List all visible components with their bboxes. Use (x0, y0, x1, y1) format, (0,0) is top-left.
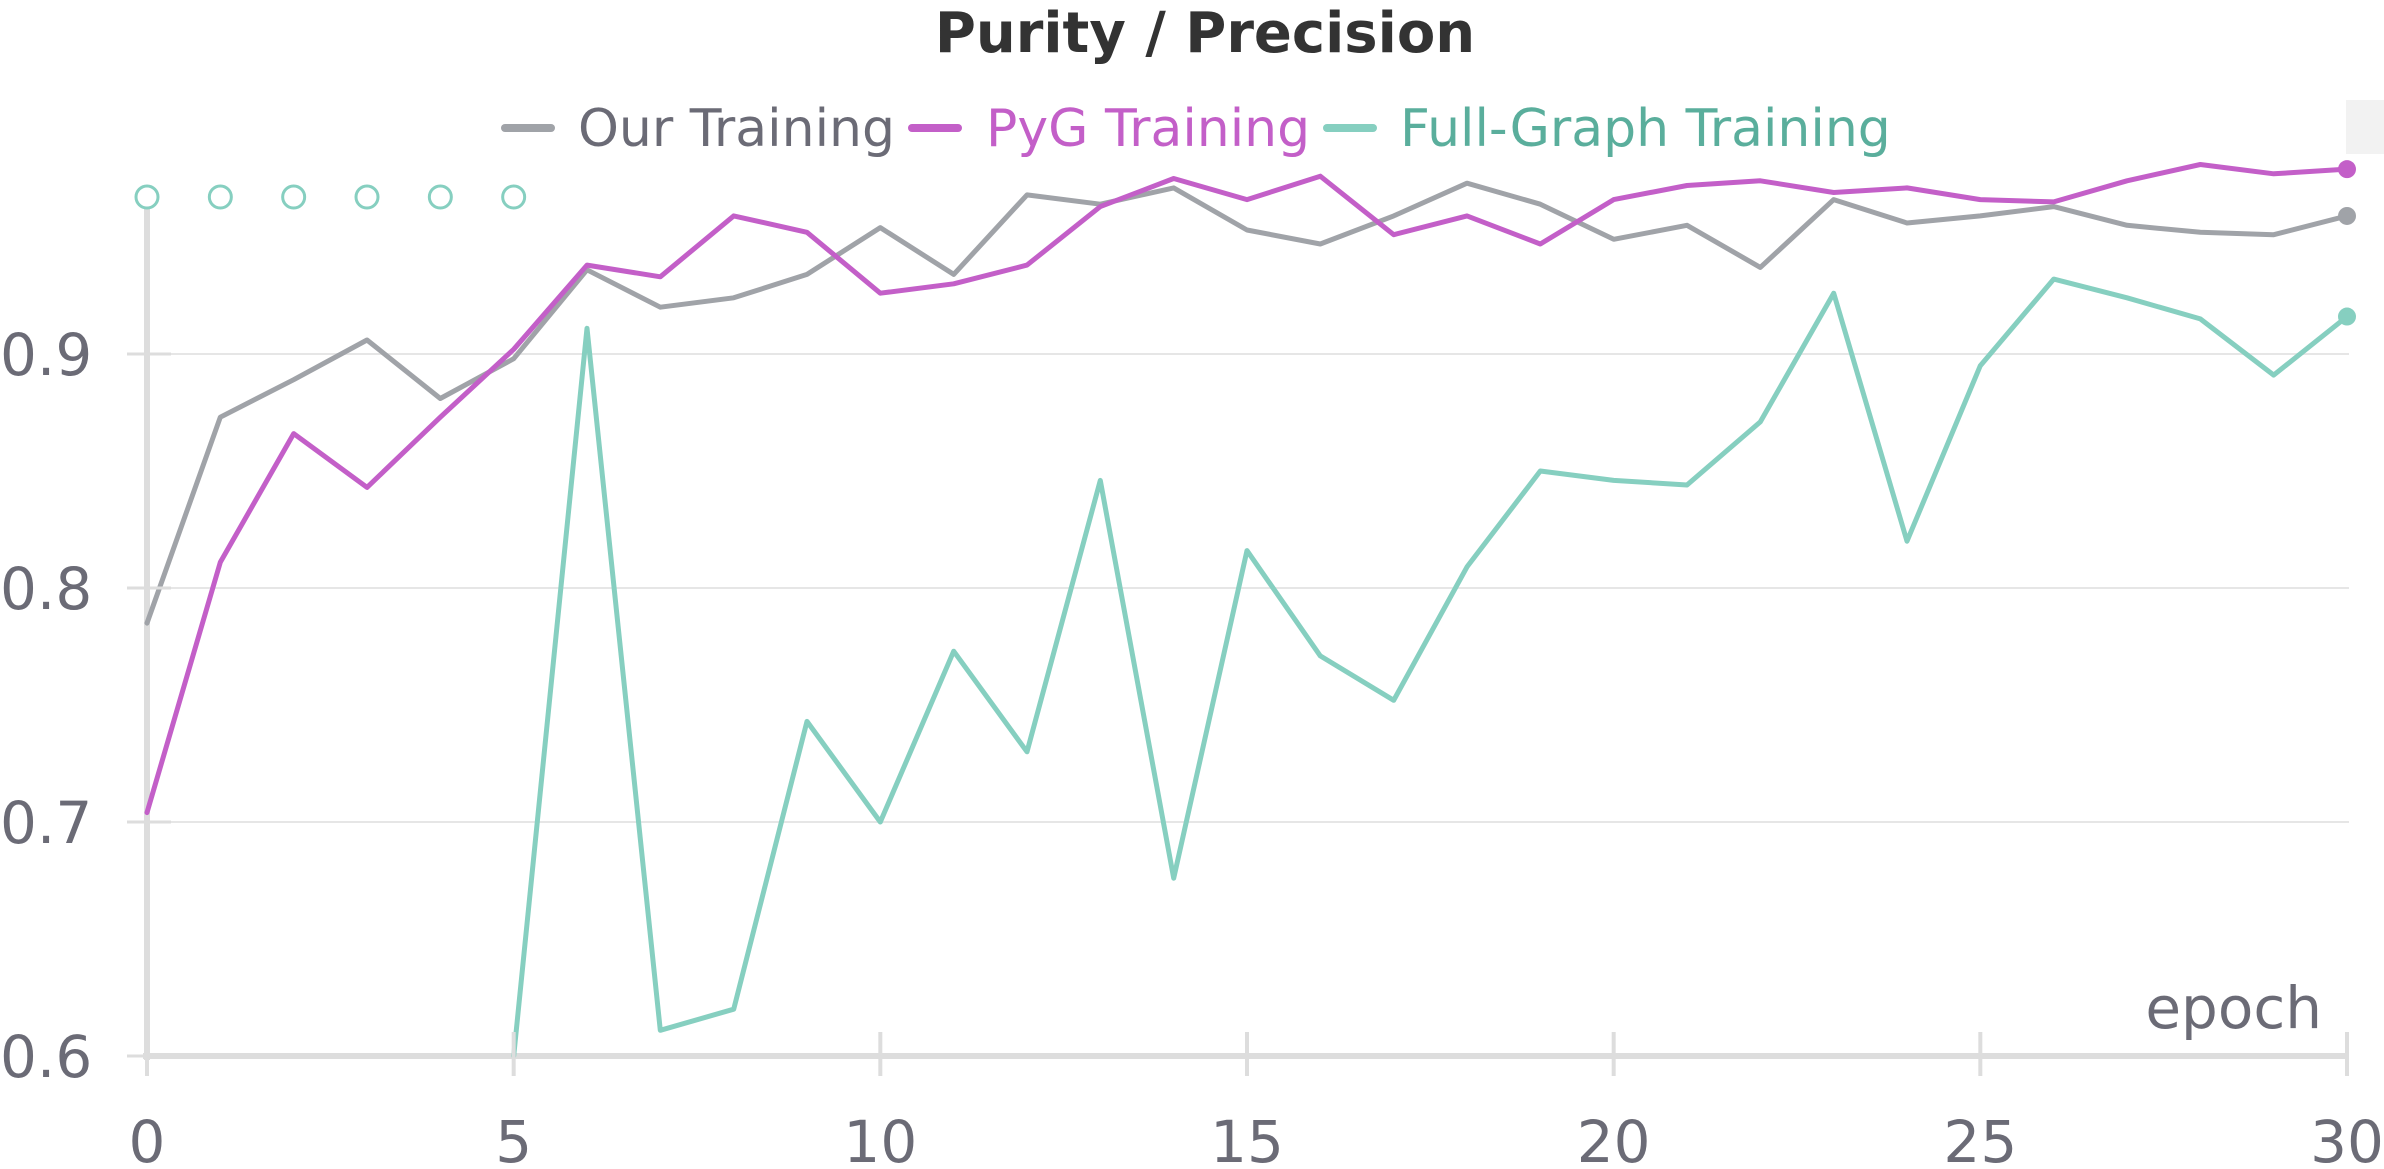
x-tick-label: 25 (1943, 1108, 2017, 1169)
missing-value-marker (354, 184, 380, 210)
grid (147, 353, 2349, 823)
series-line (144, 180, 2350, 626)
legend-label: Full-Graph Training (1400, 99, 1891, 159)
x-tick-label: 0 (129, 1108, 166, 1169)
missing-value-marker (501, 184, 527, 210)
x-tick-label: 15 (1210, 1108, 1284, 1169)
missing-value-marker (427, 184, 453, 210)
y-tick-label: 0.7 (0, 789, 92, 857)
series-end-dot (2338, 206, 2356, 225)
legend-label: Our Training (578, 99, 895, 159)
series-layer (134, 160, 2356, 1059)
series-line (511, 276, 2350, 1059)
series-end-dot (2338, 160, 2356, 179)
y-axis-ticks: 0.6 0.7 0.8 0.9 (0, 321, 171, 1091)
series-pyg-training (144, 160, 2356, 816)
missing-value-marker (281, 184, 307, 210)
legend-label: PyG Training (986, 99, 1310, 159)
axes (143, 198, 2349, 1060)
x-axis-label: epoch (2145, 974, 2322, 1042)
legend-item[interactable]: Our Training (501, 99, 895, 159)
missing-value-marker (134, 184, 160, 210)
missing-value-marker (207, 184, 233, 210)
legend-item[interactable]: PyG Training (908, 99, 1310, 159)
y-tick-label: 0.9 (0, 321, 92, 389)
series-full-graph-training (134, 184, 2356, 1059)
legend: Our Training PyG Training Full-Graph Train… (501, 99, 1891, 159)
x-tick-label: 20 (1577, 1108, 1651, 1169)
y-tick-label: 0.6 (0, 1023, 92, 1091)
y-tick-label: 0.8 (0, 555, 92, 623)
x-tick-label: 10 (843, 1108, 917, 1169)
series-line (144, 162, 2350, 816)
scrollbar-handle[interactable] (2346, 100, 2384, 154)
chart-title: Purity / Precision (935, 1, 1475, 66)
x-axis-ticks: 0 5 10 15 20 25 30 (129, 1032, 2384, 1169)
x-tick-label: 30 (2310, 1108, 2384, 1169)
series-end-dot (2338, 307, 2356, 326)
series-our-training (144, 180, 2356, 626)
legend-item[interactable]: Full-Graph Training (1323, 99, 1891, 159)
x-tick-label: 5 (495, 1108, 532, 1169)
